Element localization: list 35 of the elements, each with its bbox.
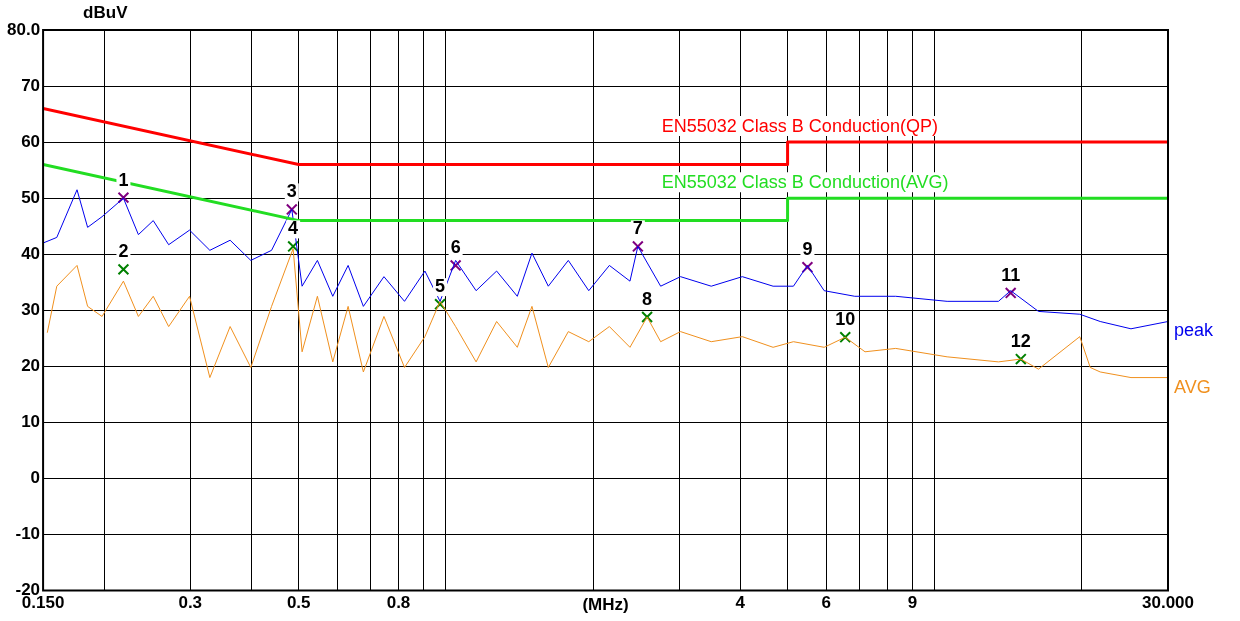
x-tick-label: 4 [735, 593, 746, 613]
annotation: 10 [835, 309, 856, 330]
y-tick-label: 20 [21, 356, 41, 376]
y-tick-label: 50 [21, 187, 41, 207]
annotation: 9 [802, 239, 813, 260]
series-label: peak [1174, 320, 1215, 341]
annotation: 1 [118, 169, 129, 190]
annotation: 5 [435, 276, 446, 297]
annotation: 7 [632, 218, 643, 239]
y-tick-label: 30 [21, 299, 41, 319]
y-tick-label: 60 [21, 131, 41, 151]
x-axis-title: (MHz) [582, 594, 629, 614]
y-tick-label: 10 [21, 412, 41, 432]
x-tick-label: 9 [907, 593, 918, 613]
x-tick-label: 0.3 [178, 593, 203, 613]
annotation: 12 [1010, 331, 1031, 352]
annotation: 8 [642, 289, 653, 309]
annotation: 3 [286, 181, 297, 202]
x-tick-label: 0.5 [286, 593, 311, 613]
y-tick-label: 0 [30, 468, 41, 488]
annotation: 6 [450, 237, 461, 258]
annotation: 4 [288, 218, 299, 239]
y-tick-label: 80.0 [6, 19, 41, 39]
y-tick-label: -10 [15, 524, 41, 544]
y-tick-label: 70 [21, 75, 41, 95]
x-tick-label: 30.000 [1142, 593, 1194, 613]
series-label: EN55032 Class B Conduction(AVG) [661, 172, 949, 193]
x-tick-label: 0.8 [386, 593, 411, 613]
y-axis-title: dBuV [83, 3, 129, 23]
series-label: EN55032 Class B Conduction(QP) [661, 116, 938, 137]
annotation: 11 [1001, 264, 1021, 285]
y-tick-label: 40 [21, 243, 41, 263]
x-tick-label: 6 [821, 593, 832, 613]
series-label: AVG [1174, 376, 1211, 397]
annotation: 2 [118, 241, 129, 262]
